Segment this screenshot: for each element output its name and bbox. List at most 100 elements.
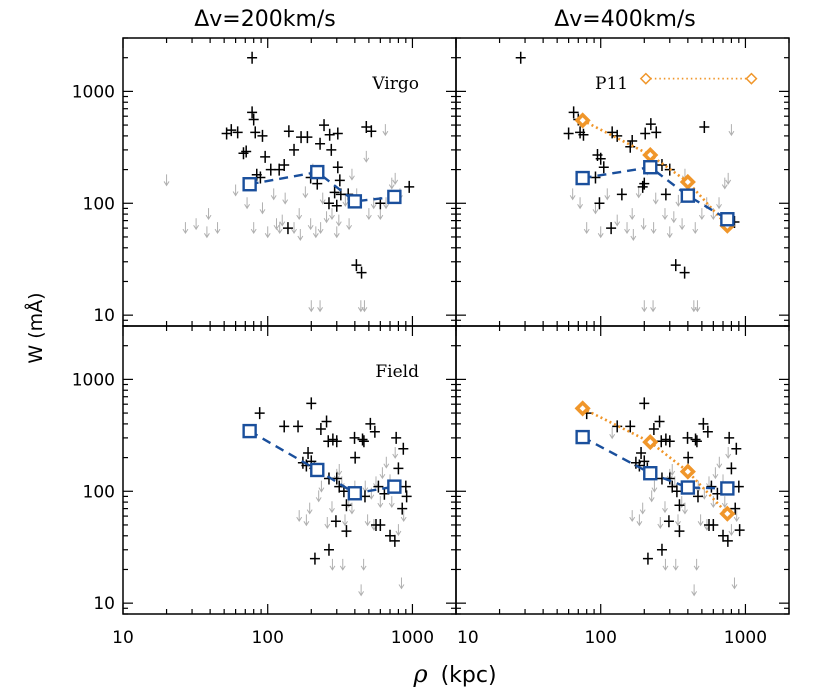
column-title-200: Δv=200km/s bbox=[194, 7, 336, 32]
detection-cross bbox=[667, 480, 678, 493]
x-axis-label-unit: (kpc) bbox=[441, 663, 497, 688]
upper-limit-arrow bbox=[358, 584, 365, 597]
upper-limit-arrow bbox=[250, 222, 257, 235]
upper-limit-arrow bbox=[652, 192, 659, 205]
detection-cross bbox=[393, 462, 404, 475]
upper-limit-arrow bbox=[392, 172, 399, 185]
axis-ticks bbox=[122, 325, 457, 615]
median-marker bbox=[680, 188, 696, 203]
detection-cross bbox=[733, 480, 744, 493]
upper-limit-arrow bbox=[614, 214, 621, 227]
upper-limit-arrow bbox=[691, 584, 698, 597]
upper-limit-arrow bbox=[592, 202, 599, 215]
upper-limit-arrow bbox=[329, 208, 335, 221]
detection-cross bbox=[282, 222, 293, 235]
p11-legend-marker bbox=[745, 72, 758, 85]
detection-cross bbox=[674, 525, 685, 538]
panels-group: 10 100 1000 Virgo P11 10 100 1000 10 100 1000 Field… bbox=[72, 37, 790, 648]
detection-cross bbox=[568, 106, 579, 119]
upper-limit-arrow bbox=[569, 188, 576, 201]
median-marker bbox=[310, 164, 325, 180]
detection-cross bbox=[404, 180, 415, 193]
upper-limit-arrow bbox=[398, 577, 405, 590]
detection-cross bbox=[397, 502, 408, 515]
y-tick-label: 100 bbox=[83, 194, 115, 214]
upper-limit-arrow bbox=[675, 514, 681, 527]
detection-cross bbox=[683, 451, 694, 464]
upper-limit-arrow bbox=[357, 300, 364, 313]
upper-limit-arrow bbox=[629, 208, 636, 221]
detection-cross bbox=[361, 121, 372, 134]
y-tick-label: 10 bbox=[93, 306, 115, 326]
upper-limit-arrow bbox=[693, 558, 700, 571]
detection-cross bbox=[312, 177, 323, 190]
upper-limit-arrow bbox=[335, 214, 342, 227]
upper-limit-arrow bbox=[259, 202, 266, 215]
upper-limit-arrow bbox=[303, 514, 310, 527]
detection-cross bbox=[232, 126, 243, 139]
detection-cross bbox=[648, 423, 659, 436]
upper-limits bbox=[163, 124, 403, 313]
upper-limit-arrow bbox=[214, 222, 221, 235]
upper-limit-arrow bbox=[690, 300, 697, 313]
detection-cross bbox=[642, 552, 653, 565]
detection-cross bbox=[221, 127, 232, 140]
upper-limit-arrow bbox=[679, 218, 686, 231]
median-marker bbox=[643, 466, 658, 481]
panel-frame bbox=[455, 325, 790, 615]
upper-limit-arrow bbox=[379, 467, 386, 480]
p11-marker-inner bbox=[647, 439, 654, 446]
upper-limit-arrow bbox=[362, 480, 369, 493]
detection-cross bbox=[331, 435, 342, 448]
upper-limit-arrow bbox=[712, 467, 719, 480]
upper-limit-arrow bbox=[329, 558, 336, 571]
detection-cross bbox=[309, 552, 320, 565]
panel-virgo-400: P11 bbox=[455, 37, 790, 327]
detection-cross bbox=[645, 118, 656, 131]
median-marker bbox=[720, 481, 735, 496]
p11-marker-inner bbox=[579, 405, 586, 412]
detection-cross bbox=[283, 125, 294, 138]
upper-limit-arrow bbox=[733, 510, 740, 523]
detection-cross bbox=[590, 171, 601, 184]
median-line bbox=[249, 170, 395, 203]
upper-limit-arrow bbox=[360, 558, 367, 571]
upper-limit-arrow bbox=[297, 229, 304, 241]
detection-cross bbox=[321, 415, 332, 428]
upper-limit-arrow bbox=[670, 211, 677, 224]
upper-limit-arrow bbox=[650, 300, 656, 313]
median-marker bbox=[310, 462, 325, 478]
detection-cross bbox=[351, 259, 362, 272]
upper-limit-arrow bbox=[662, 558, 669, 571]
detection-cross bbox=[331, 199, 342, 212]
detection-cross bbox=[385, 529, 396, 542]
upper-limit-arrow bbox=[383, 456, 390, 469]
detection-cross bbox=[341, 525, 352, 538]
detection-cross bbox=[598, 161, 609, 174]
upper-limit-arrow bbox=[203, 226, 210, 239]
detection-cross bbox=[238, 147, 249, 160]
upper-limit-arrow bbox=[604, 188, 611, 201]
detection-cross bbox=[324, 128, 335, 141]
detection-cross bbox=[260, 150, 271, 163]
upper-limit-arrow bbox=[392, 446, 399, 459]
detection-cross bbox=[656, 543, 667, 556]
p11-legend-marker bbox=[639, 72, 652, 85]
upper-limit-arrow bbox=[365, 208, 372, 221]
detection-cross bbox=[674, 499, 685, 512]
upper-limit-arrow bbox=[349, 502, 355, 515]
detection-cross bbox=[247, 106, 258, 119]
upper-limit-arrow bbox=[662, 208, 668, 221]
upper-limit-arrow bbox=[336, 463, 343, 476]
median-marker bbox=[347, 194, 363, 209]
upper-limit-arrow bbox=[669, 463, 676, 476]
upper-limit-arrow bbox=[639, 502, 646, 515]
y-tick-label: 100 bbox=[83, 482, 115, 502]
upper-limit-arrow bbox=[273, 218, 280, 231]
upper-limit-arrow bbox=[716, 197, 722, 210]
upper-limit-arrow bbox=[388, 177, 395, 190]
panel-label: Field bbox=[375, 362, 419, 382]
upper-limit-arrow bbox=[629, 510, 636, 523]
upper-limit-arrow bbox=[666, 226, 673, 239]
y-tick-label: 1000 bbox=[72, 82, 115, 102]
